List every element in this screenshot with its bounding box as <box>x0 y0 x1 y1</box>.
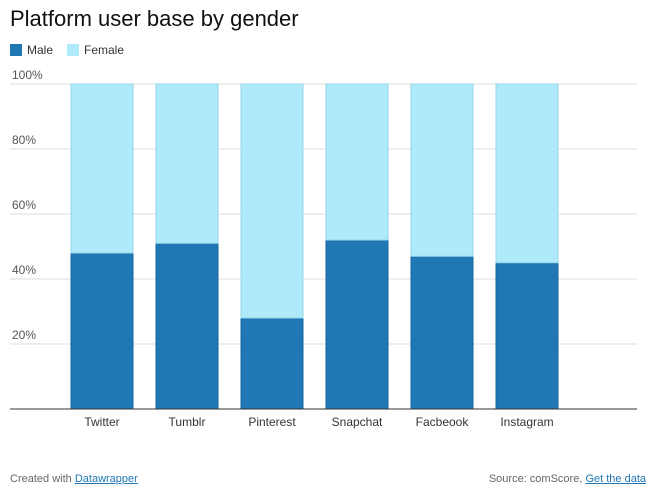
legend-swatch-female <box>67 44 79 56</box>
x-tick-label: Tumblr <box>169 415 206 429</box>
x-tick-label: Snapchat <box>332 415 383 429</box>
y-tick-label: 80% <box>12 133 36 147</box>
bar-male-instagram <box>495 262 559 410</box>
x-tick-label: Twitter <box>84 415 119 429</box>
datawrapper-link[interactable]: Datawrapper <box>74 473 138 485</box>
x-tick-label: Pinterest <box>248 415 296 429</box>
bar-female-tumblr <box>155 83 219 244</box>
bar-female-twitter <box>70 83 134 254</box>
legend-label-female: Female <box>84 43 125 57</box>
footer-source: Source: comScore, Get the data <box>489 473 646 485</box>
legend-label-male: Male <box>27 43 54 57</box>
bar-male-snapchat <box>325 239 389 410</box>
chart-title: Platform user base by gender <box>10 6 299 31</box>
bar-female-pinterest <box>240 83 304 319</box>
bar-female-facbeook <box>410 83 474 257</box>
bar-male-pinterest <box>240 317 304 410</box>
legend-swatch-male <box>10 44 22 56</box>
bar-male-tumblr <box>155 242 219 410</box>
y-tick-label: 60% <box>12 198 36 212</box>
y-tick-label: 100% <box>12 68 43 82</box>
bar-female-instagram <box>495 83 559 264</box>
bar-female-snapchat <box>325 83 389 241</box>
bar-male-twitter <box>70 252 134 410</box>
y-tick-label: 40% <box>12 263 36 277</box>
footer-source-text: Source: comScore, <box>488 473 583 485</box>
bar-male-facbeook <box>410 255 474 410</box>
x-tick-label: Facbeook <box>416 415 470 429</box>
bar-chart: 20% 40% 60% 80% 100% Twitter Tumblr Pinterest Sn… <box>10 68 637 429</box>
footer-created-text: Created with <box>10 473 72 485</box>
y-tick-label: 20% <box>12 328 36 342</box>
footer-credit: Created with Datawrapper <box>10 473 138 485</box>
get-the-data-link[interactable]: Get the data <box>585 473 646 485</box>
x-tick-label: Instagram <box>500 415 553 429</box>
